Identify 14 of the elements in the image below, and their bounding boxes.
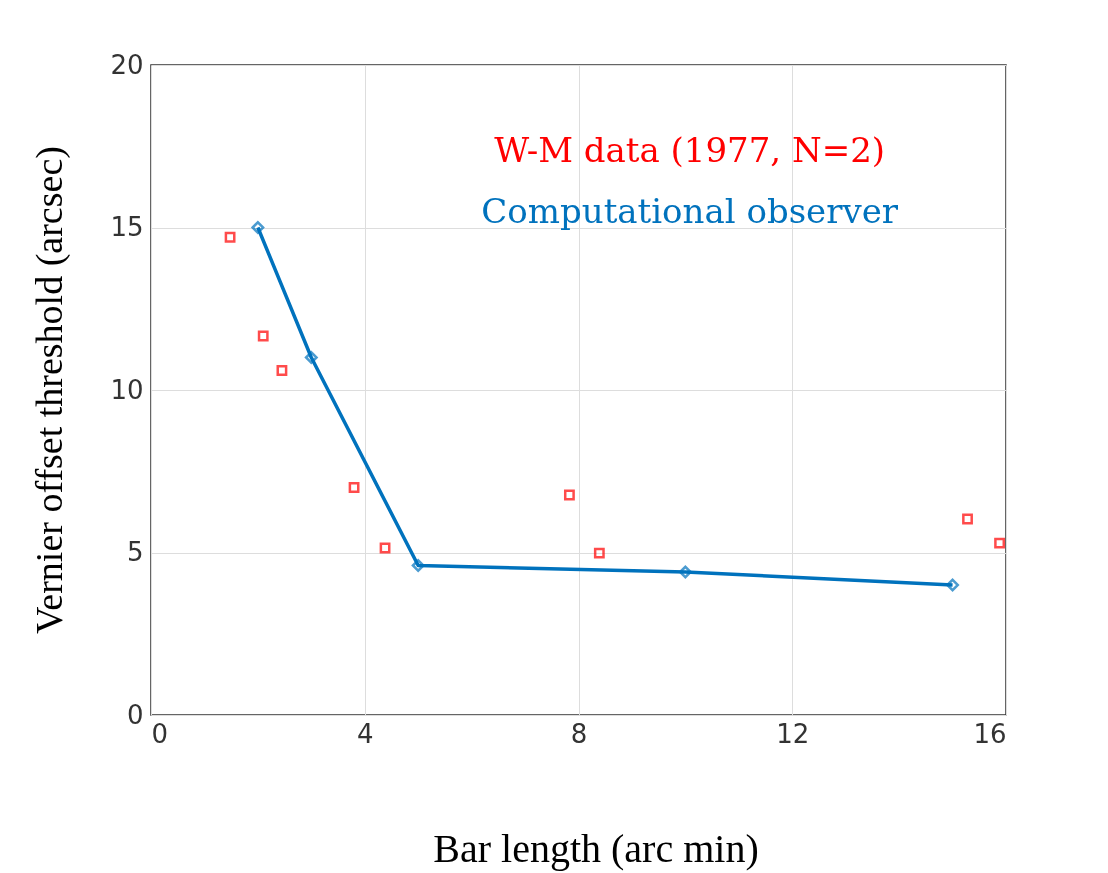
x-tick-label: 0 bbox=[151, 718, 169, 749]
x-tick-label: 12 bbox=[776, 718, 810, 749]
y-tick-label: 0 bbox=[126, 699, 144, 730]
x-tick-label: 4 bbox=[356, 718, 374, 749]
y-axis-title: Vernier offset threshold (arcsec) bbox=[28, 146, 71, 634]
x-tick-label: 16 bbox=[973, 718, 1007, 749]
x-axis-title: Bar length (arc min) bbox=[433, 826, 759, 871]
y-tick-label: 5 bbox=[126, 537, 144, 567]
y-tick-label: 10 bbox=[110, 374, 144, 405]
y-tick-label: 20 bbox=[110, 49, 144, 80]
text: W-M data (1977, N=2) bbox=[494, 130, 886, 170]
text: Computational observer bbox=[481, 191, 899, 231]
x-tick-label: 8 bbox=[570, 718, 588, 749]
y-tick-label: 15 bbox=[110, 212, 144, 242]
